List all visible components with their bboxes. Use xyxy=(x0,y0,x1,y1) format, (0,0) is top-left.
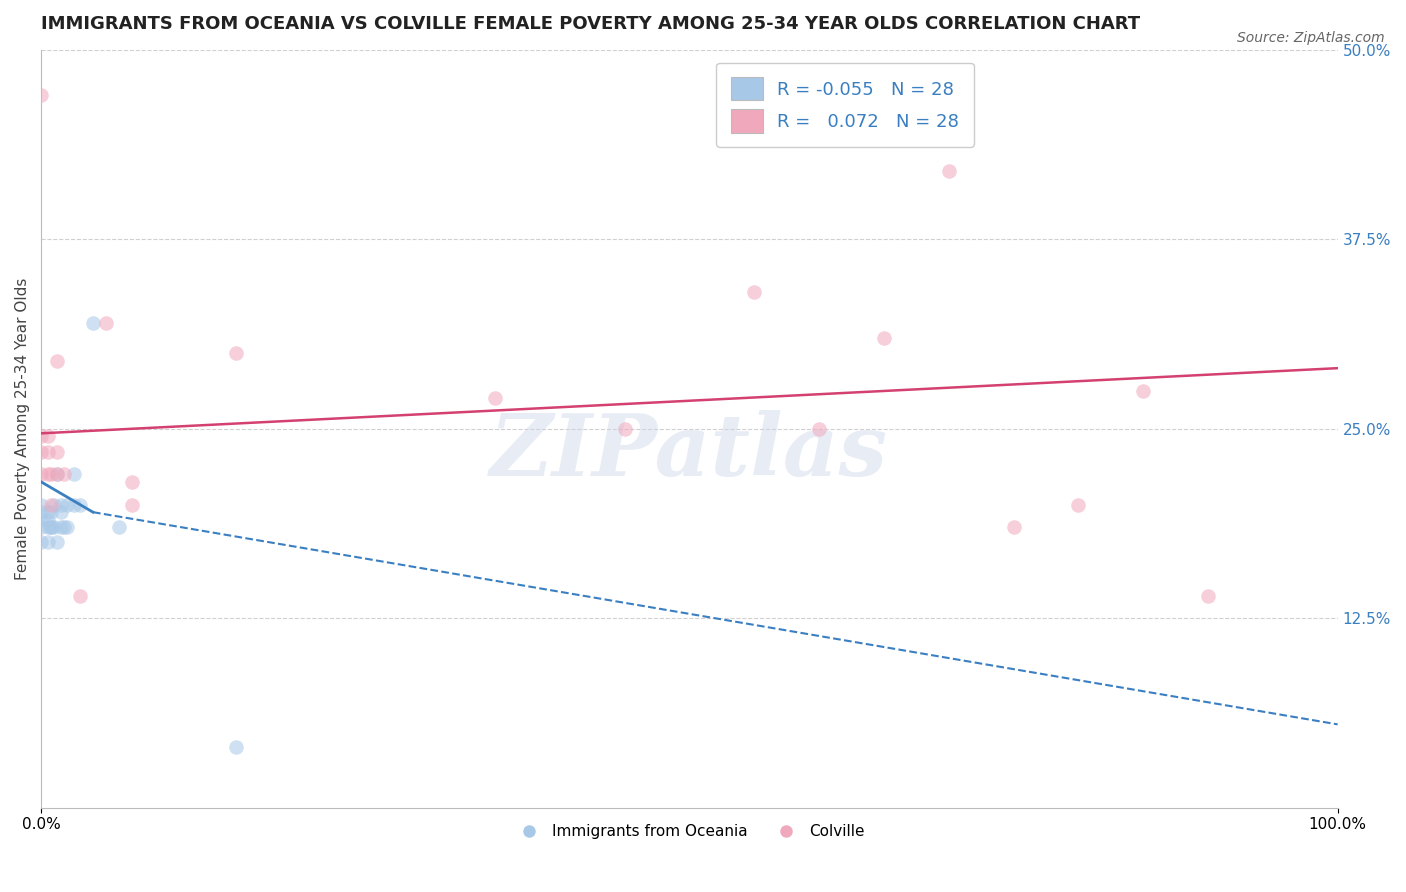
Point xyxy=(49,505,72,519)
Point xyxy=(1067,498,1090,512)
Point xyxy=(42,498,65,512)
Point xyxy=(742,285,765,300)
Point xyxy=(42,520,65,534)
Point xyxy=(30,467,52,482)
Point xyxy=(121,475,143,489)
Point xyxy=(1197,589,1219,603)
Point xyxy=(41,467,63,482)
Point xyxy=(808,422,831,436)
Point xyxy=(873,331,896,345)
Point xyxy=(62,467,84,482)
Point xyxy=(69,498,91,512)
Point xyxy=(30,444,52,458)
Point xyxy=(41,520,63,534)
Text: ZIPatlas: ZIPatlas xyxy=(491,409,889,493)
Point xyxy=(30,429,52,443)
Point xyxy=(225,740,247,755)
Point xyxy=(41,505,63,519)
Point xyxy=(1002,520,1025,534)
Point xyxy=(30,535,52,549)
Point xyxy=(56,498,79,512)
Point xyxy=(37,513,59,527)
Point xyxy=(484,392,506,406)
Text: Source: ZipAtlas.com: Source: ZipAtlas.com xyxy=(1237,31,1385,45)
Y-axis label: Female Poverty Among 25-34 Year Olds: Female Poverty Among 25-34 Year Olds xyxy=(15,277,30,580)
Point xyxy=(49,520,72,534)
Point xyxy=(37,520,59,534)
Point xyxy=(1132,384,1154,398)
Point xyxy=(37,467,59,482)
Point xyxy=(30,520,52,534)
Point xyxy=(37,535,59,549)
Point xyxy=(225,346,247,360)
Point xyxy=(108,520,131,534)
Point xyxy=(30,498,52,512)
Point xyxy=(62,498,84,512)
Point xyxy=(30,88,52,103)
Point xyxy=(45,467,67,482)
Point xyxy=(45,467,67,482)
Point xyxy=(82,316,104,330)
Point xyxy=(41,520,63,534)
Point xyxy=(69,589,91,603)
Point xyxy=(49,498,72,512)
Legend: Immigrants from Oceania, Colville: Immigrants from Oceania, Colville xyxy=(508,818,870,846)
Point xyxy=(45,444,67,458)
Point xyxy=(41,498,63,512)
Point xyxy=(30,505,52,519)
Text: IMMIGRANTS FROM OCEANIA VS COLVILLE FEMALE POVERTY AMONG 25-34 YEAR OLDS CORRELA: IMMIGRANTS FROM OCEANIA VS COLVILLE FEMA… xyxy=(41,15,1140,33)
Point xyxy=(30,513,52,527)
Point xyxy=(613,422,636,436)
Point xyxy=(37,429,59,443)
Point xyxy=(37,505,59,519)
Point xyxy=(37,444,59,458)
Point xyxy=(53,520,76,534)
Point xyxy=(94,316,117,330)
Point xyxy=(56,520,79,534)
Point xyxy=(45,535,67,549)
Point xyxy=(121,498,143,512)
Point xyxy=(938,164,960,178)
Point xyxy=(53,467,76,482)
Point xyxy=(45,353,67,368)
